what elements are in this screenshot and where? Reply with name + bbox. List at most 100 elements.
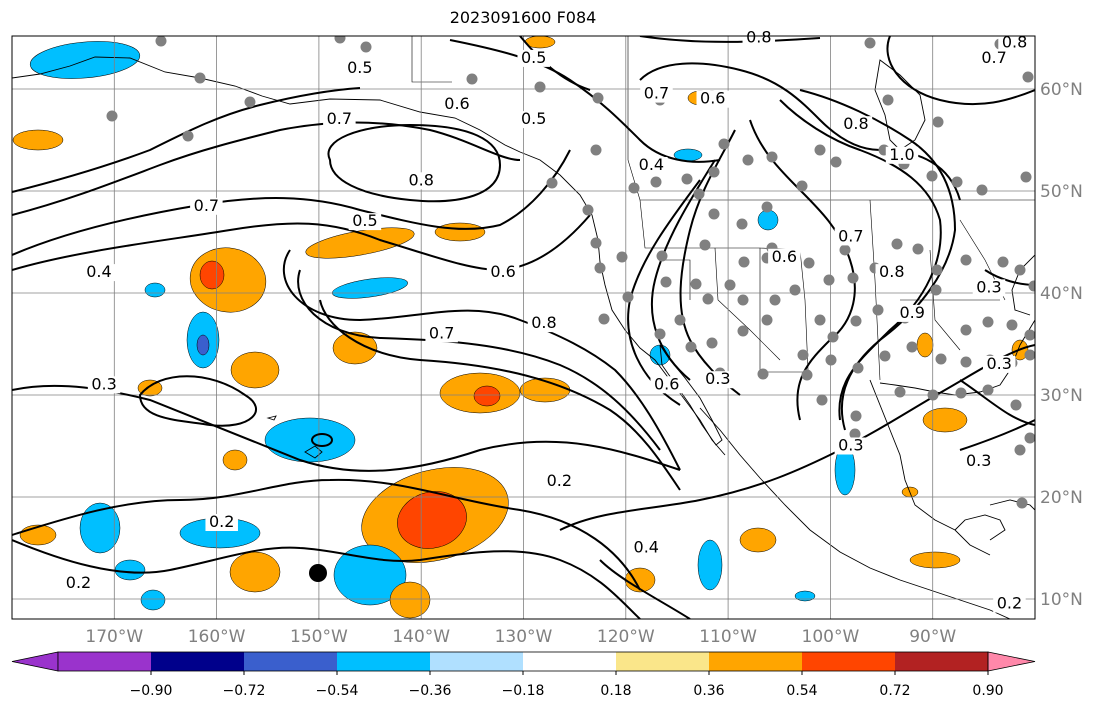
colorbar-segment (523, 652, 616, 671)
station-dot (930, 284, 942, 296)
station-dot (724, 279, 736, 291)
contour-label-halo (895, 304, 929, 322)
station-dot (1014, 444, 1026, 456)
station-dot (466, 73, 478, 85)
contour-label-halo (977, 49, 1011, 67)
station-dot (708, 208, 720, 220)
station-dot (702, 293, 714, 305)
station-dot (1006, 319, 1018, 331)
anomaly-shading (12, 36, 1029, 619)
station-dot (1024, 349, 1035, 361)
contour-label: 0.3 (966, 451, 991, 470)
station-dot (960, 324, 972, 336)
station-dot (816, 394, 828, 406)
station-dot (891, 238, 903, 250)
contour-line (12, 149, 571, 256)
station-dot (906, 341, 918, 353)
station-dot (882, 94, 894, 106)
contour-line (749, 119, 856, 421)
contour-line (886, 36, 1035, 106)
contour-line (599, 559, 691, 619)
station-dots (106, 36, 1035, 582)
station-dot (830, 156, 842, 168)
station-dot (849, 428, 861, 440)
longitude-label: 170°W (85, 627, 143, 647)
station-dot (699, 239, 711, 251)
colorbar-segment (430, 652, 523, 671)
station-dot (546, 177, 558, 189)
contour-label: 0.7 (194, 196, 219, 215)
station-dot (674, 314, 686, 326)
contour-label: 0.4 (86, 262, 111, 281)
contour-label-halo (440, 95, 474, 113)
contour-label-halo (348, 213, 382, 231)
contour-line (12, 87, 361, 193)
colorbar-tick-label: −0.90 (130, 683, 173, 699)
station-dot (803, 257, 815, 269)
contour-label: 0.7 (838, 226, 863, 245)
colorbar-segment (58, 652, 151, 671)
station-dot (789, 284, 801, 296)
border-segment (799, 249, 809, 371)
contour-line (639, 36, 821, 43)
border-segment (714, 247, 781, 361)
coast-segment (266, 415, 277, 421)
storm-center-marker (309, 564, 327, 582)
station-dot (706, 337, 718, 349)
colorbar-tick-label: 0.72 (879, 683, 910, 699)
station-dot (823, 274, 835, 286)
contour-label: 0.3 (705, 369, 730, 388)
contour-label-halo (404, 172, 438, 190)
contour-label-halo (998, 34, 1031, 52)
longitude-labels: 170°W 160°W 150°W 140°W 130°W 120°W 110°W 100°W… (85, 627, 956, 647)
station-dot (660, 276, 672, 288)
longitude-label: 100°W (802, 627, 860, 647)
colorbar-extend-max (987, 651, 1036, 672)
station-dot (852, 362, 864, 374)
station-dot (737, 294, 749, 306)
station-dot (847, 272, 859, 284)
latitude-label: 50°N (1040, 182, 1083, 202)
station-dot (650, 176, 662, 188)
coast-segment (12, 56, 726, 456)
station-dot (737, 325, 749, 337)
station-dot (982, 384, 994, 396)
station-dot (796, 180, 808, 192)
station-dot (769, 294, 781, 306)
station-dot (894, 386, 906, 398)
station-dot (960, 254, 972, 266)
contour-labels: 0.80.70.70.50.60.50.50.50.4 0.60.70.80.30… (62, 28, 1031, 613)
colorbar-tick-label: −0.54 (316, 683, 359, 699)
colorbar-segment (337, 652, 430, 671)
contour-label-halo (630, 539, 663, 557)
station-dot (757, 368, 769, 380)
contour-label-halo (82, 264, 116, 282)
contour-label: 0.3 (838, 436, 863, 455)
station-dot (1022, 71, 1034, 83)
station-dot (839, 244, 851, 256)
contour-label-halo (742, 29, 776, 47)
contour-line (959, 419, 1035, 451)
station-dot (931, 264, 943, 276)
contour-label-halo (839, 116, 873, 134)
station-dot (534, 81, 546, 93)
station-dot (850, 315, 862, 327)
contour-label: 0.5 (347, 58, 372, 77)
station-dot (872, 304, 884, 316)
contour-label-halo (527, 315, 561, 333)
station-dot (736, 218, 748, 230)
contour-label-halo (425, 325, 458, 343)
contour-line (449, 39, 721, 163)
station-dot (927, 389, 939, 401)
station-dot (598, 313, 610, 325)
station-dot (616, 251, 628, 263)
station-dot (827, 331, 839, 343)
contour-label: 0.3 (976, 277, 1001, 296)
contour-label-halo (635, 157, 668, 174)
station-dot (801, 369, 813, 381)
station-dot (850, 410, 862, 422)
latitude-labels: 60°N 50°N 40°N 30°N 20°N 10°N (1040, 80, 1083, 610)
contour-label: 0.5 (521, 48, 546, 67)
contour-label-halo (517, 49, 550, 67)
station-dot (708, 166, 720, 178)
